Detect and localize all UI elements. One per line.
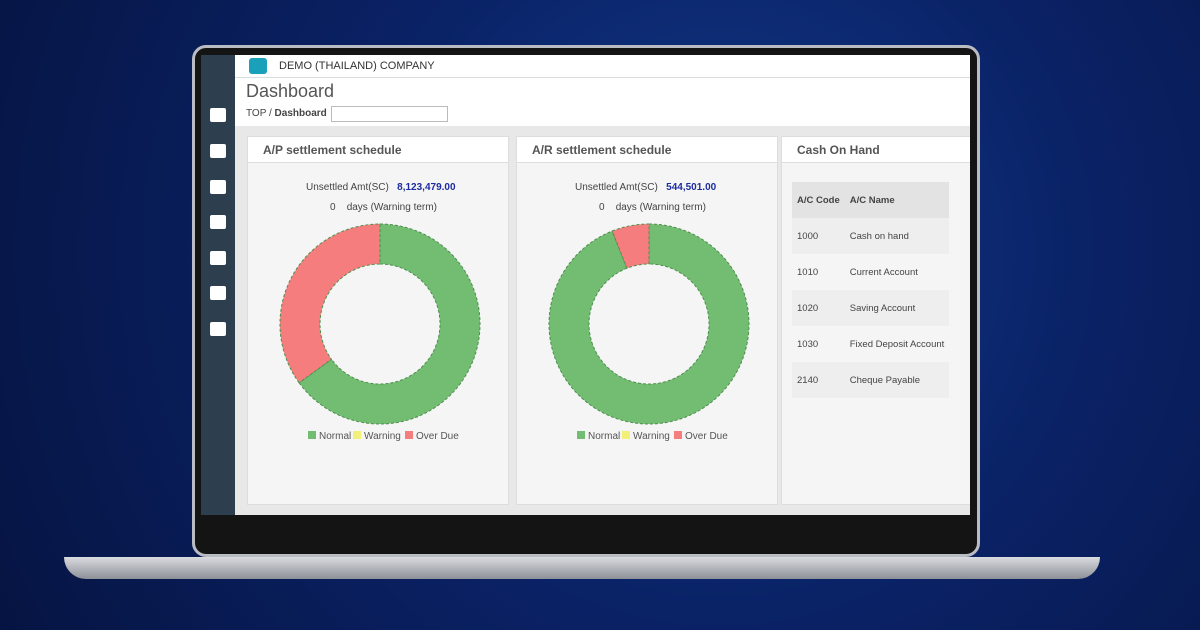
top-bar (235, 55, 970, 78)
table-cell: Cash on hand (844, 218, 950, 254)
legend-swatch (353, 431, 361, 439)
panel-title: A/R settlement schedule (517, 137, 777, 163)
panel: A/R settlement schedule Unsettled Amt(SC)… (516, 136, 778, 505)
upload-icon[interactable] (210, 322, 226, 336)
page-title: Dashboard (246, 81, 335, 101)
amount-value: 544,501.00 (666, 182, 717, 193)
days-label: days (Warning term) (615, 202, 706, 213)
breadcrumb-item: Dashboard (274, 108, 327, 119)
donut-slice (298, 223, 481, 425)
days-line: 0 days (Warning term) (330, 202, 437, 213)
panel: A/P settlement schedule Unsettled Amt(SC)… (247, 136, 509, 505)
company-name: DEMO (THAILAND) COMPANY (279, 60, 435, 72)
donut-chart: Normal Warning Over Due (548, 223, 750, 442)
table-cell: 2140 (792, 362, 845, 398)
column-header: A/C Code (792, 182, 845, 218)
screen: DEMO (THAILAND) COMPANY Dashboard TOP / … (201, 55, 970, 515)
table-cell: Saving Account (844, 290, 950, 326)
menu-button[interactable] (249, 58, 267, 74)
table-cell: 1000 (792, 218, 845, 254)
table-cell: Fixed Deposit Account (849, 338, 945, 350)
table-cell: 1020 (792, 290, 845, 326)
login-icon[interactable] (210, 144, 226, 158)
days-value: 0 (599, 202, 605, 213)
legend-label: Over Due (685, 431, 728, 442)
legend-label: Warning (633, 431, 670, 442)
search-box[interactable] (331, 106, 448, 122)
amount-value: 8,123,479.00 (397, 182, 456, 193)
legend-label: Over Due (416, 431, 459, 442)
legend-label: Normal (319, 431, 351, 442)
amount-label: Unsettled Amt(SC) (306, 182, 389, 193)
legend-label: Normal (588, 431, 620, 442)
legend-swatch (308, 431, 316, 439)
table-row: 2140 Cheque Payable (792, 362, 950, 398)
donut-slice (611, 223, 650, 269)
donut-slice (279, 223, 381, 384)
amount-line: Unsettled Amt(SC) 8,123,479.00 (306, 182, 456, 193)
donut-slice (548, 223, 750, 425)
legend-label: Warning (364, 431, 401, 442)
legend-swatch (405, 431, 413, 439)
panel-title: Cash On Hand (782, 137, 970, 163)
column-header: A/C Name (844, 182, 950, 218)
amount-label: Unsettled Amt(SC) (575, 182, 658, 193)
breadcrumb: TOP / Dashboard (246, 108, 327, 119)
table-row: 1010 Current Account (792, 254, 949, 290)
table-row: 1020 Saving Account (792, 290, 950, 326)
calendar-icon[interactable] (210, 251, 226, 265)
days-line: 0 days (Warning term) (599, 202, 706, 213)
table-cell: Current Account (849, 266, 918, 278)
home-icon[interactable] (210, 108, 226, 122)
cash-table: A/C Code A/C Name 1000 Cash on hand 1010 Curr… (792, 182, 950, 398)
legend-swatch (674, 431, 682, 439)
document-icon[interactable] (210, 180, 226, 194)
table-cell: 1030 (797, 338, 819, 350)
header-row: A/C Code A/C Name (792, 182, 950, 218)
donut-chart: Normal Warning Over Due (279, 223, 481, 442)
table-cell: 1010 (797, 266, 819, 278)
panel-title: A/P settlement schedule (248, 137, 508, 163)
table-row: 1000 Cash on hand (792, 218, 950, 254)
legend-swatch (577, 431, 585, 439)
days-label: days (Warning term) (346, 202, 437, 213)
cash-panel: Cash On Hand A/C Code A/C Name 1000 Cash on… (781, 136, 970, 505)
table-cell: Cheque Payable (844, 362, 950, 398)
laptop-base (64, 557, 1100, 579)
sidebar (201, 55, 235, 515)
breadcrumb-item[interactable]: TOP (246, 108, 267, 119)
amount-line: Unsettled Amt(SC) 544,501.00 (575, 182, 716, 193)
days-value: 0 (330, 202, 336, 213)
legend-swatch (622, 431, 630, 439)
settings-icon[interactable] (210, 215, 226, 229)
search-icon[interactable] (210, 286, 226, 300)
table-row: 1030 Fixed Deposit Account (792, 326, 949, 362)
